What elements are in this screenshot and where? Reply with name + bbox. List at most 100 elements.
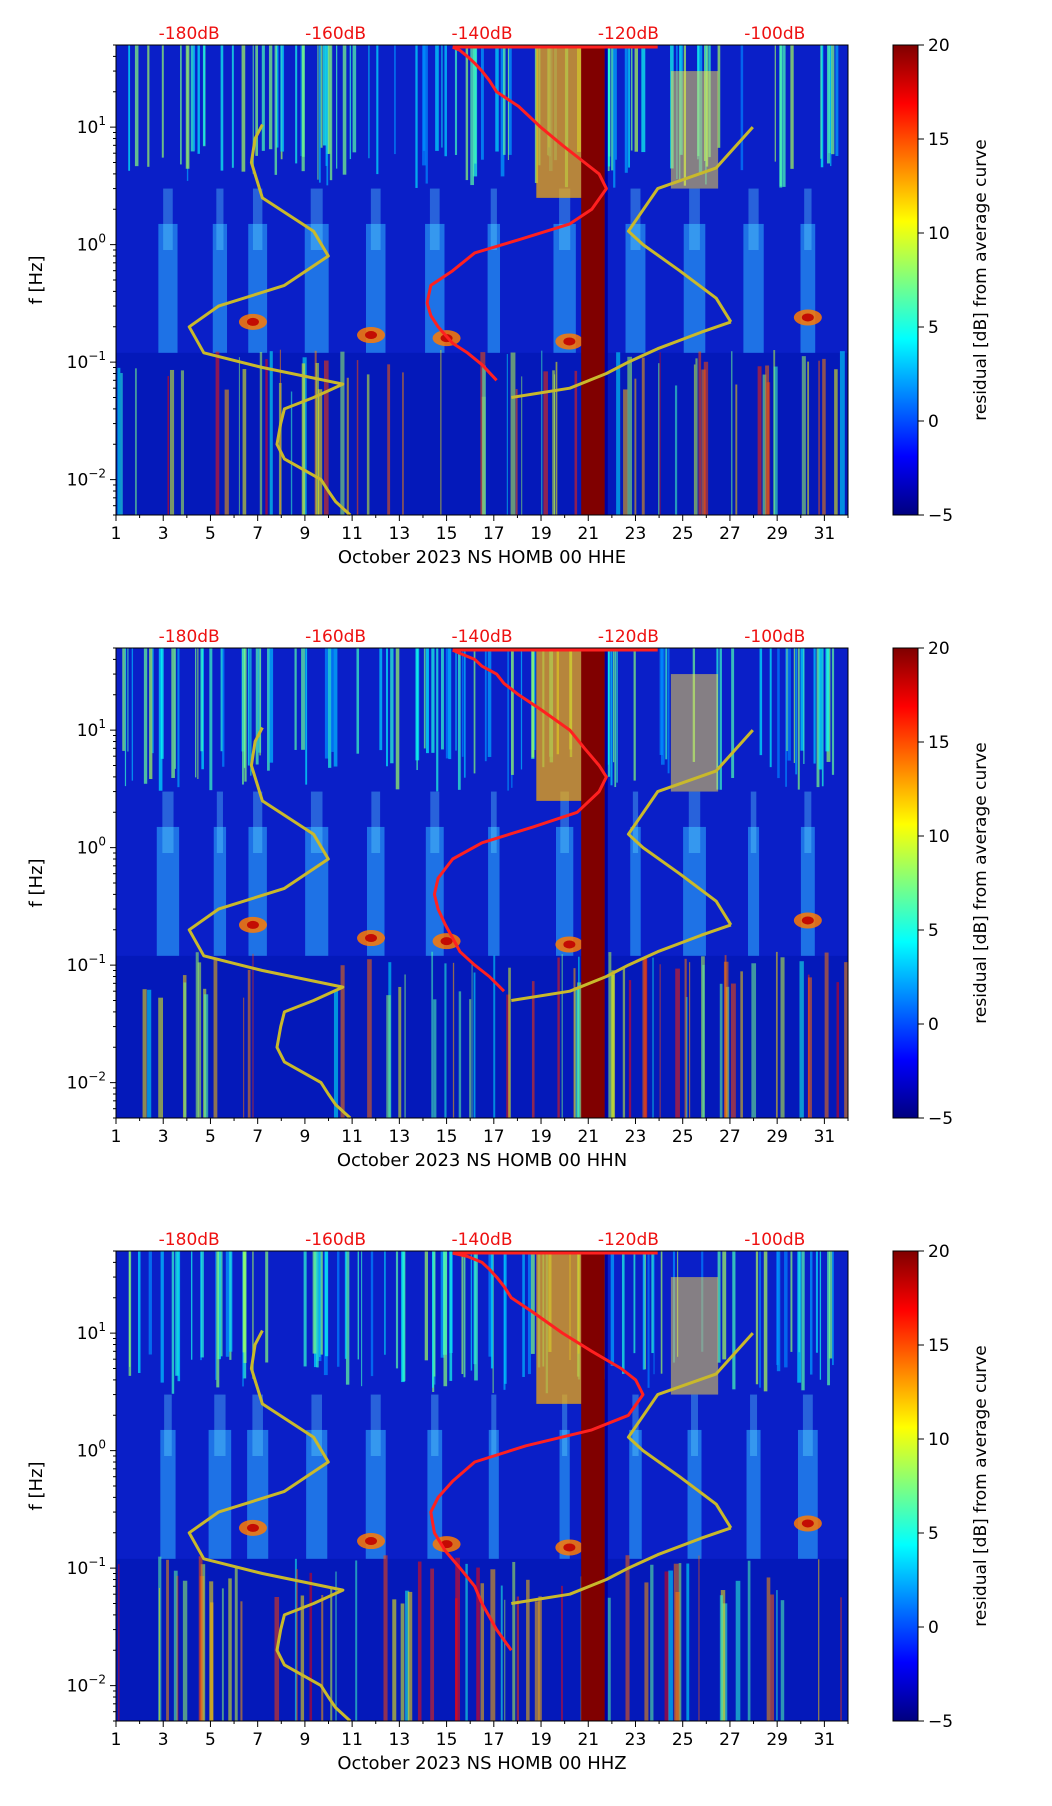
y-tick-label: 100: [77, 232, 106, 256]
y-tick-label: 101: [77, 1320, 106, 1344]
colorbar-tick-label: 15: [928, 733, 950, 753]
y-tick-label: 101: [77, 114, 106, 138]
x-tick-label: 21: [577, 1730, 599, 1750]
y-tick-label: 10−1: [67, 349, 106, 373]
yellow-curve-2: [511, 320, 732, 399]
top-db-tick-label: -120dB: [598, 627, 659, 647]
top-db-tick-label: -140dB: [451, 627, 512, 647]
x-tick-label: 29: [766, 1730, 788, 1750]
colorbar-tick-label: 5: [928, 318, 939, 338]
x-tick-label: 13: [389, 1127, 411, 1147]
x-tick-label: 19: [530, 1730, 552, 1750]
yellow-curve-3: [626, 729, 754, 926]
top-db-tick-label: -140dB: [451, 24, 512, 44]
x-tick-label: 7: [252, 1127, 263, 1147]
x-tick-label: 29: [766, 1127, 788, 1147]
top-db-tick-label: -180dB: [159, 1230, 220, 1250]
x-tick-label: 1: [111, 524, 122, 544]
x-tick-label: 11: [341, 524, 363, 544]
yellow-curve: [187, 1329, 352, 1723]
x-tick-label: 31: [814, 1730, 836, 1750]
x-tick-label: 7: [252, 524, 263, 544]
x-tick-label: 1: [111, 1127, 122, 1147]
red-curve: [429, 1251, 645, 1652]
top-db-tick-label: -120dB: [598, 24, 659, 44]
y-tick-label: 10−1: [67, 952, 106, 976]
red-curve: [425, 45, 608, 382]
colorbar-tick-label: 15: [928, 1336, 950, 1356]
x-tick-label: 23: [625, 524, 647, 544]
colorbar-tick-label: 10: [928, 827, 950, 847]
colorbar-tick-label: −5: [928, 506, 953, 526]
colorbar-label: residual [dB] from average curve: [971, 1345, 991, 1626]
x-tick-label: 5: [205, 1127, 216, 1147]
top-db-tick-label: -160dB: [305, 1230, 366, 1250]
y-tick-label: 10−2: [67, 467, 106, 491]
x-tick-label: 21: [577, 1127, 599, 1147]
x-tick-label: 25: [672, 1127, 694, 1147]
colorbar-label: residual [dB] from average curve: [971, 139, 991, 420]
y-axis-label: f [Hz]: [26, 1461, 47, 1510]
x-tick-label: 5: [205, 524, 216, 544]
x-tick-label: 21: [577, 524, 599, 544]
x-tick-label: 9: [299, 1730, 310, 1750]
colorbar-tick-label: −5: [928, 1712, 953, 1732]
x-tick-label: 1: [111, 1730, 122, 1750]
x-tick-label: 29: [766, 524, 788, 544]
top-db-tick-label: -180dB: [159, 24, 220, 44]
yellow-curve: [187, 726, 352, 1120]
x-tick-label: 15: [436, 1730, 458, 1750]
colorbar-tick-label: 0: [928, 1618, 939, 1638]
x-tick-label: 15: [436, 1127, 458, 1147]
x-tick-label: 3: [158, 524, 169, 544]
x-tick-label: 13: [389, 1730, 411, 1750]
x-axis-label: October 2023 NS HOMB 00 HHE: [338, 547, 626, 568]
yellow-curve-3: [626, 126, 754, 323]
x-tick-label: 27: [719, 524, 741, 544]
colorbar-tick-label: 5: [928, 1524, 939, 1544]
x-tick-label: 25: [672, 524, 694, 544]
colorbar-tick-label: 0: [928, 412, 939, 432]
x-tick-label: 25: [672, 1730, 694, 1750]
x-axis-label: October 2023 NS HOMB 00 HHN: [337, 1150, 627, 1171]
x-tick-label: 9: [299, 1127, 310, 1147]
y-tick-label: 101: [77, 717, 106, 741]
colorbar-gradient: [892, 1250, 919, 1722]
colorbar-tick-label: 20: [928, 36, 950, 56]
x-tick-label: 27: [719, 1730, 741, 1750]
x-tick-label: 23: [625, 1127, 647, 1147]
top-db-tick-label: -160dB: [305, 24, 366, 44]
x-tick-label: 19: [530, 524, 552, 544]
colorbar-gradient: [892, 44, 919, 516]
x-tick-label: 7: [252, 1730, 263, 1750]
x-tick-label: 3: [158, 1730, 169, 1750]
colorbar-tick-label: 20: [928, 639, 950, 659]
x-tick-label: 17: [483, 524, 505, 544]
colorbar-tick-label: 0: [928, 1015, 939, 1035]
top-db-tick-label: -120dB: [598, 1230, 659, 1250]
top-db-tick-label: -100dB: [744, 1230, 805, 1250]
red-curve: [432, 648, 608, 993]
colorbar-label: residual [dB] from average curve: [971, 742, 991, 1023]
y-tick-label: 10−2: [67, 1070, 106, 1094]
x-tick-label: 11: [341, 1127, 363, 1147]
y-axis-label: f [Hz]: [26, 858, 47, 907]
colorbar-tick-label: 5: [928, 921, 939, 941]
x-tick-label: 15: [436, 524, 458, 544]
yellow-curve-2: [511, 1526, 732, 1605]
x-tick-label: 31: [814, 524, 836, 544]
top-db-tick-label: -100dB: [744, 24, 805, 44]
x-tick-label: 13: [389, 524, 411, 544]
x-tick-label: 5: [205, 1730, 216, 1750]
colorbar: 20 15 10 5 0 −5 residual [dB] from average cur…: [892, 36, 991, 526]
colorbar: 20 15 10 5 0 −5 residual [dB] from average cur…: [892, 639, 991, 1129]
x-tick-label: 19: [530, 1127, 552, 1147]
y-tick-label: 100: [77, 835, 106, 859]
top-db-tick-label: -160dB: [305, 627, 366, 647]
yellow-curve-3: [626, 1332, 754, 1529]
colorbar-tick-label: 20: [928, 1242, 950, 1262]
